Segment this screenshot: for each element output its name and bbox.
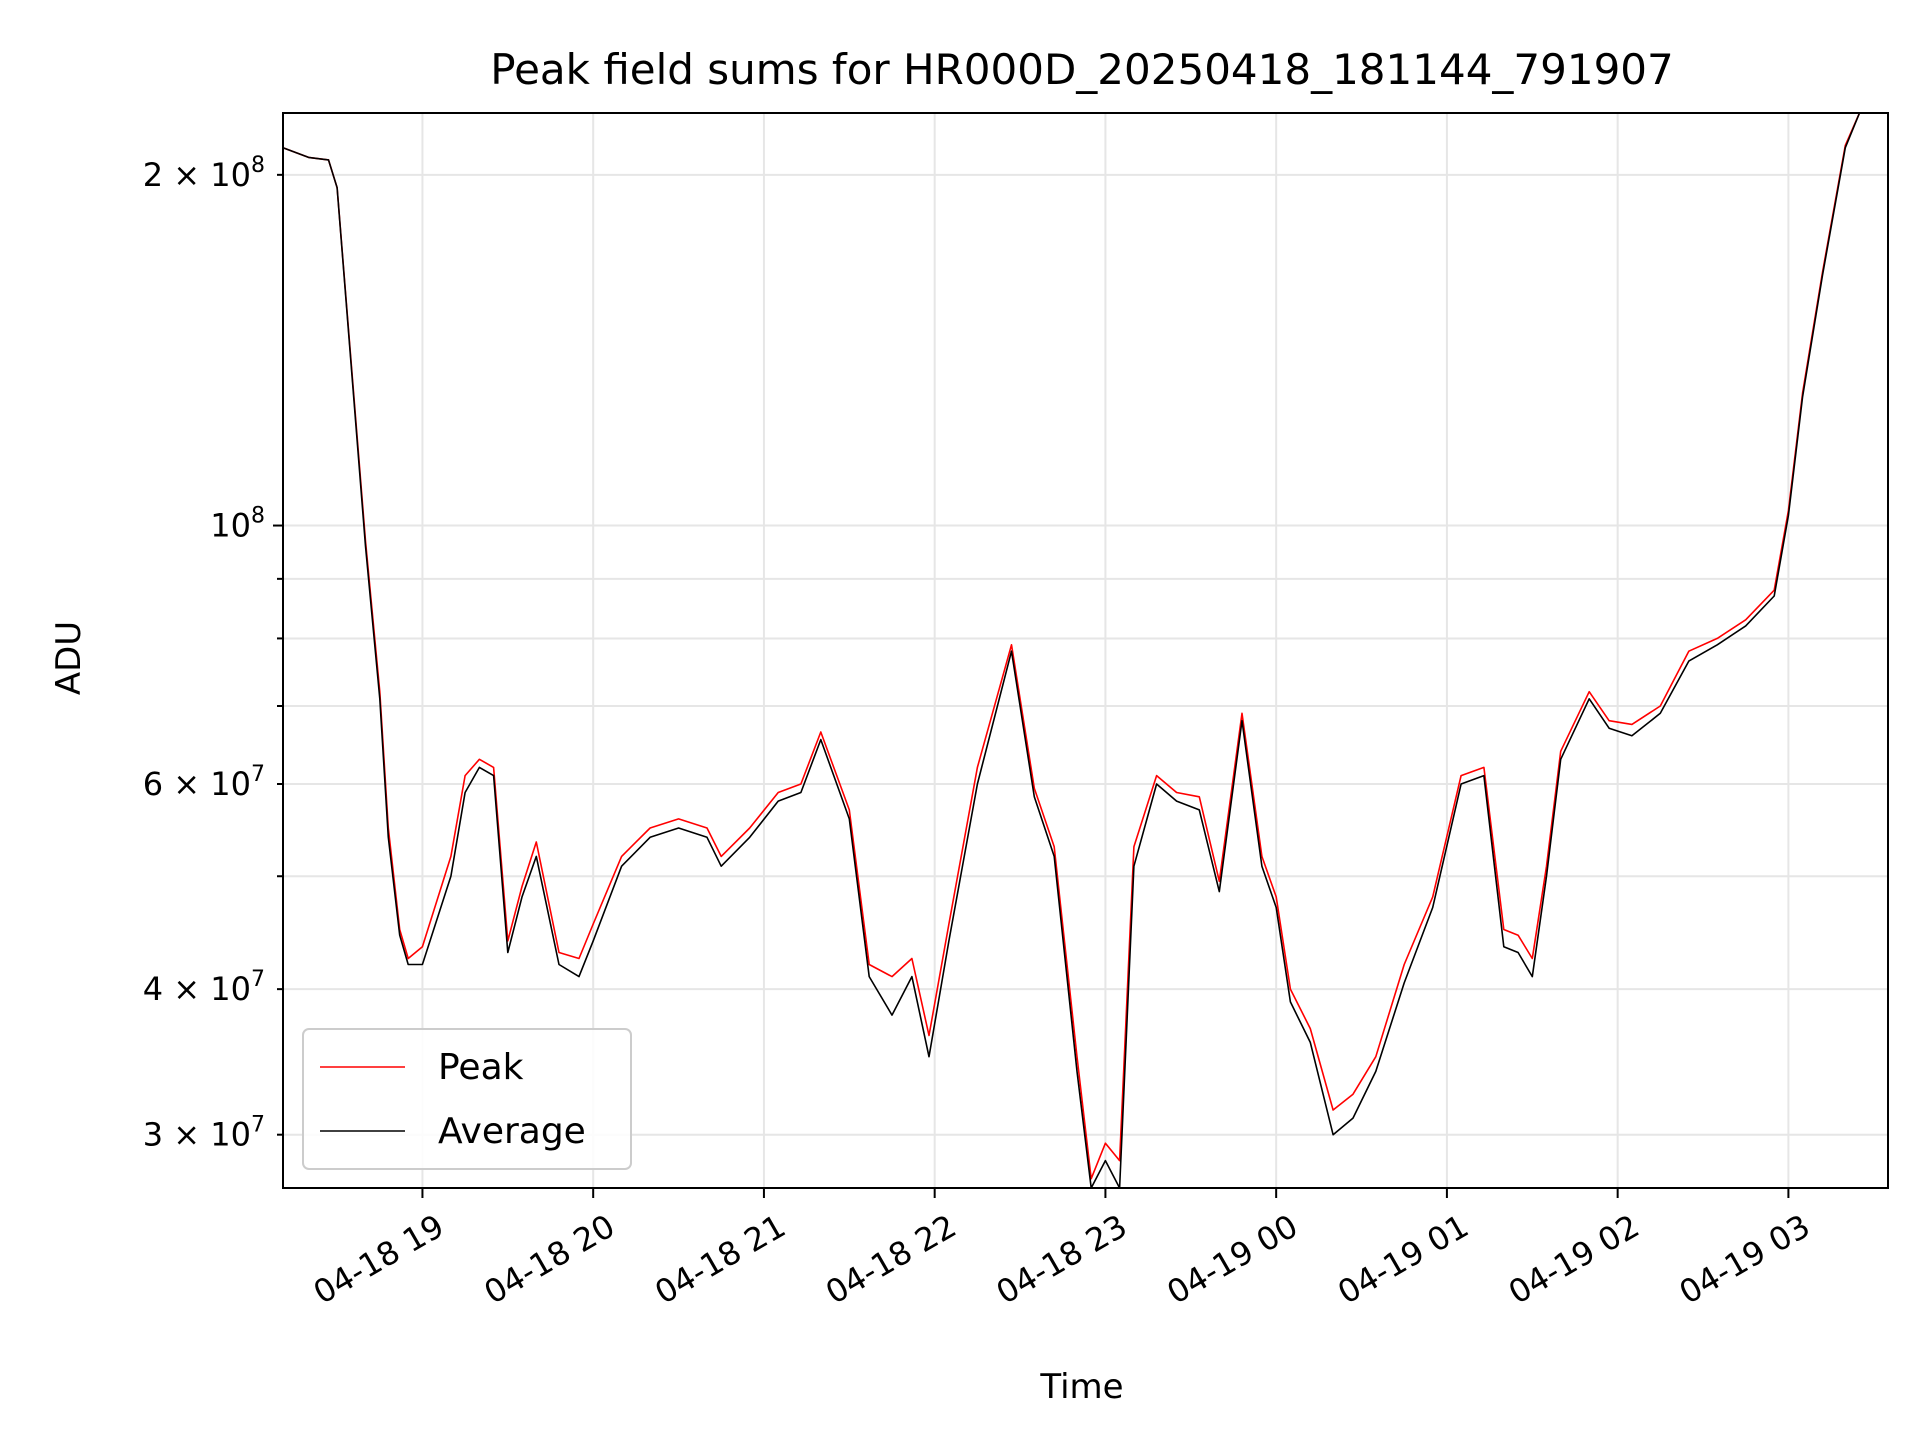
series-line-average: [282, 112, 1888, 1189]
legend: Peak Average: [302, 1028, 632, 1170]
legend-box: [302, 1028, 632, 1170]
grid: [283, 113, 1888, 1188]
legend-label-average: Average: [438, 1111, 586, 1152]
y-tick-label: 108: [210, 504, 265, 545]
chart-title: Peak field sums for HR000D_20250418_1811…: [490, 45, 1674, 94]
y-tick-label: 2 × 108: [143, 153, 265, 194]
legend-label-peak: Peak: [438, 1047, 524, 1088]
x-axis-label: Time: [1039, 1367, 1123, 1407]
y-axis-label: ADU: [49, 621, 89, 695]
plot-frame: [282, 112, 1889, 1189]
series-layer: [282, 112, 1888, 1189]
y-tick-label: 4 × 107: [143, 967, 265, 1008]
y-tick-label: 3 × 107: [143, 1113, 265, 1154]
y-tick-label: 6 × 107: [143, 762, 265, 803]
